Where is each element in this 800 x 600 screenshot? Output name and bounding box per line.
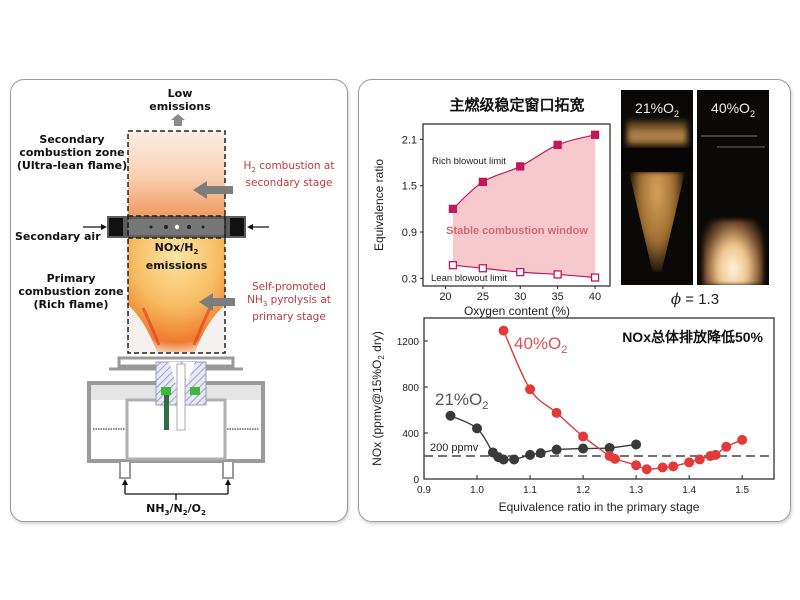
y-tick-label: 800 bbox=[402, 383, 419, 394]
data-point bbox=[668, 461, 679, 472]
data-point bbox=[445, 410, 456, 421]
rich-limit-label: Rich blowout limit bbox=[432, 156, 506, 167]
data-point bbox=[657, 462, 668, 473]
x-tick-label: 1.3 bbox=[629, 485, 643, 496]
secondary-flame bbox=[128, 131, 225, 216]
data-point bbox=[721, 441, 732, 452]
x-tick-label: 1.4 bbox=[682, 485, 696, 496]
pointer-arrow-icon bbox=[193, 181, 233, 199]
data-point bbox=[553, 140, 562, 149]
inlet-gas-label: NH3/N2/O2 bbox=[146, 502, 206, 518]
flame-photo-40: 40%O2 bbox=[697, 90, 769, 285]
pyrolysis-label: Self-promoted NH3 pyrolysis at primary s… bbox=[247, 281, 331, 324]
data-point bbox=[737, 434, 748, 445]
x-tick-label: 40 bbox=[589, 291, 601, 303]
data-point bbox=[631, 439, 642, 450]
results-panel: 主燃级稳定窗口拓宽 20 25 30 35 40 0.3 0.9 1.5 2.1 Oxygen co… bbox=[358, 79, 791, 522]
data-point bbox=[498, 325, 509, 336]
data-point bbox=[448, 261, 458, 270]
data-point bbox=[509, 454, 520, 465]
data-point bbox=[694, 454, 705, 465]
secondary-air-label: Secondary air bbox=[15, 230, 101, 243]
x-tick-label: 1.2 bbox=[576, 485, 590, 496]
window-label: Stable combustion window bbox=[446, 225, 588, 237]
y-tick-label: 0.9 bbox=[402, 227, 417, 239]
chart-title: 主燃级稳定窗口拓宽 bbox=[449, 96, 584, 114]
photo-label-40: 40%O2 bbox=[711, 100, 755, 119]
data-point bbox=[590, 130, 600, 139]
series-label-40: 40%O2 bbox=[514, 334, 567, 356]
y-axis-label: Equivalence ratio bbox=[372, 159, 386, 251]
data-point bbox=[498, 454, 509, 465]
data-point bbox=[525, 449, 536, 460]
data-point bbox=[710, 449, 721, 460]
low-emissions-label: Low emissions bbox=[149, 87, 211, 113]
lean-limit-label: Lean blowout limit bbox=[431, 273, 507, 284]
flame-photo-21: 21%O2 bbox=[621, 90, 693, 285]
x-tick-label: 1.0 bbox=[470, 485, 484, 496]
data-point bbox=[631, 460, 642, 471]
schematic-panel: Low emissions bbox=[10, 79, 348, 522]
x-axis-label: Equivalence ratio in the primary stage bbox=[499, 500, 700, 514]
x-axis-label: Oxygen content (%) bbox=[464, 304, 570, 318]
data-point bbox=[553, 270, 562, 279]
h2-combustion-label: H2 combustion at secondary stage bbox=[243, 160, 335, 190]
data-point bbox=[535, 448, 546, 459]
secondary-zone-label: Secondary combustion zone (Ultra-lean flam… bbox=[16, 133, 128, 172]
x-tick-label: 30 bbox=[514, 291, 526, 303]
data-point bbox=[684, 457, 695, 468]
y-tick-label: 2.1 bbox=[402, 134, 417, 146]
data-point bbox=[472, 423, 483, 434]
burner-body bbox=[87, 356, 265, 500]
y-axis-label: NOx (ppmv@15%O2 dry) bbox=[370, 331, 386, 466]
x-tick-label: 0.9 bbox=[417, 485, 431, 496]
data-point bbox=[525, 384, 536, 395]
data-point bbox=[551, 444, 562, 455]
pointer-arrow-icon bbox=[199, 293, 235, 311]
data-point bbox=[478, 177, 487, 187]
x-tick-label: 1.1 bbox=[523, 485, 537, 496]
y-tick-label: 1.5 bbox=[402, 181, 417, 193]
data-point bbox=[641, 464, 652, 475]
nox-h2-emissions-label: NOx/H2 emissions bbox=[145, 241, 208, 273]
plot-frame bbox=[422, 123, 611, 287]
data-point bbox=[516, 267, 525, 277]
data-point bbox=[609, 453, 620, 464]
x-tick-label: 35 bbox=[552, 291, 564, 303]
data-point bbox=[551, 407, 562, 418]
data-point bbox=[578, 443, 589, 454]
series-label-21: 21%O2 bbox=[435, 390, 488, 412]
y-tick-label: 0 bbox=[413, 475, 419, 486]
data-point bbox=[478, 264, 487, 273]
photo-label-21: 21%O2 bbox=[635, 100, 679, 119]
data-point bbox=[578, 431, 589, 442]
exhaust-arrow-icon bbox=[171, 114, 185, 126]
stable-window-fill bbox=[452, 134, 596, 278]
reference-line-label: 200 ppmv bbox=[430, 442, 479, 454]
x-tick-label: 20 bbox=[439, 291, 451, 303]
x-tick-label: 1.5 bbox=[735, 485, 749, 496]
data-point bbox=[448, 204, 458, 214]
x-tick-label: 25 bbox=[477, 291, 489, 303]
plot-frame bbox=[423, 317, 775, 480]
nox-emissions-chart: 200 ppmv 0.9 1.0 1.1 1.2 1.3 1.4 1.5 0 400 800 1200… bbox=[370, 317, 775, 514]
phi-label: ϕ = 1.3 bbox=[670, 290, 720, 308]
y-tick-label: 0.3 bbox=[402, 273, 417, 285]
data-point bbox=[516, 162, 525, 171]
nox-reduction-annotation: NOx总体排放降低50% bbox=[622, 329, 763, 345]
data-point bbox=[590, 273, 600, 282]
stability-window-chart: 主燃级稳定窗口拓宽 20 25 30 35 40 0.3 0.9 1.5 2.1 Oxygen co… bbox=[372, 96, 611, 318]
y-tick-label: 1200 bbox=[397, 337, 420, 348]
burner-schematic bbox=[83, 114, 269, 500]
y-tick-label: 400 bbox=[402, 429, 419, 440]
primary-zone-label: Primary combustion zone (Rich flame) bbox=[18, 272, 124, 311]
